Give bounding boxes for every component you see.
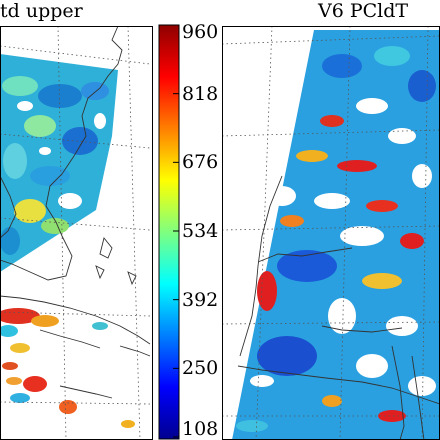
colorbar-tick-label: 108 bbox=[182, 418, 219, 440]
colorbar-tick-label: 818 bbox=[182, 82, 219, 105]
colorbar-tick-label: 960 bbox=[182, 21, 219, 43]
colorbar-tick-label: 676 bbox=[182, 151, 219, 174]
colorbar-tick-label: 534 bbox=[182, 220, 219, 242]
right-map-panel bbox=[222, 26, 440, 440]
left-panel-title: td upper bbox=[0, 0, 83, 22]
colorbar-tick-label: 250 bbox=[182, 357, 219, 380]
colorbar-tick-label: 392 bbox=[182, 288, 219, 311]
colorbar-gradient bbox=[158, 24, 180, 440]
colorbar bbox=[158, 24, 180, 440]
left-map-panel bbox=[0, 26, 153, 440]
right-panel-title: V6 PCldT bbox=[318, 0, 409, 22]
